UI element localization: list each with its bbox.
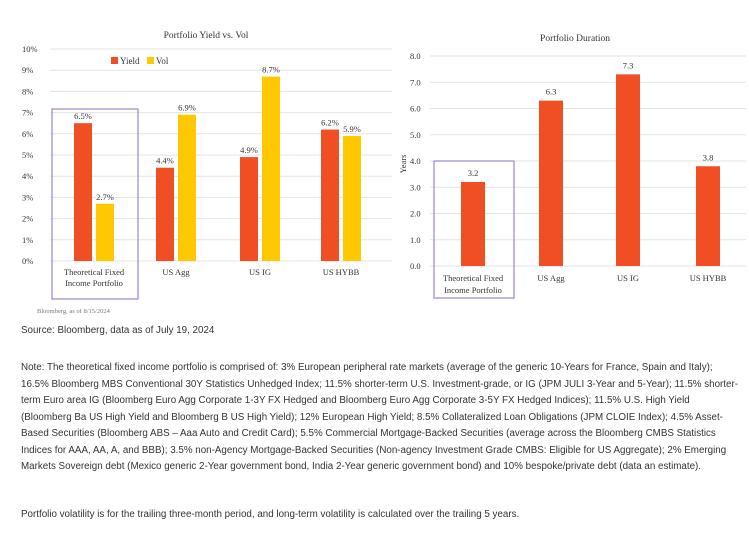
duration-bar — [539, 100, 563, 266]
note-text: Note: The theoretical fixed income portf… — [21, 362, 738, 472]
chart-title: Portfolio Duration — [540, 33, 610, 44]
y-tick-label: 4% — [22, 171, 33, 181]
bars — [461, 74, 720, 266]
bars — [74, 76, 361, 261]
x-category-label: US IG — [249, 267, 271, 277]
y-tick-label: 5.0 — [410, 130, 421, 140]
y-tick-label: 8.0 — [410, 51, 421, 61]
x-category-label: US HYBB — [690, 273, 727, 283]
y-tick-label: 9% — [22, 65, 33, 75]
y-tick-label: 3% — [22, 192, 33, 202]
y-axis-label: Years — [398, 155, 408, 174]
vol-value-label: 6.9% — [178, 103, 196, 113]
data-labels: 6.5% 2.7% 4.4% 6.9% 4.9% 8.7% 6.2% 5.9% — [74, 65, 361, 202]
vol-bar — [262, 76, 280, 261]
duration-value-label: 3.2 — [468, 168, 479, 178]
duration-value-label: 3.8 — [703, 152, 714, 162]
y-axis-ticks: 8.0 7.0 6.0 5.0 4.0 3.0 2.0 1.0 0.0 — [410, 51, 421, 271]
chart-title: Portfolio Yield vs. Vol — [164, 30, 249, 41]
y-tick-label: 7% — [22, 108, 33, 118]
yield-value-label: 6.2% — [321, 118, 339, 128]
vol-value-label: 2.7% — [96, 192, 114, 202]
y-tick-label: 4.0 — [410, 156, 421, 166]
yield-bar — [240, 157, 258, 261]
y-tick-label: 1.0 — [410, 235, 421, 245]
x-category-label: US Agg — [537, 273, 565, 283]
x-axis-labels: Theoretical Fixed Income Portfolio US Agg U… — [443, 273, 727, 295]
data-labels: 3.2 6.3 7.3 3.8 — [468, 60, 714, 178]
legend-label-yield: Yield — [120, 56, 140, 66]
x-category-label: Income Portfolio — [444, 285, 502, 295]
highlight-box — [433, 160, 515, 299]
duration-bar — [696, 166, 720, 266]
y-tick-label: 10% — [22, 44, 38, 54]
legend-label-vol: Vol — [156, 56, 169, 66]
x-category-label: Income Portfolio — [65, 278, 123, 288]
x-category-label: US IG — [617, 273, 639, 283]
yield-bar — [156, 167, 174, 261]
vol-value-label: 5.9% — [343, 124, 361, 134]
y-tick-label: 0% — [22, 256, 33, 266]
vol-bar — [178, 114, 196, 261]
yield-value-label: 6.5% — [74, 111, 92, 121]
x-category-label: Theoretical Fixed — [64, 267, 125, 277]
x-category-label: Theoretical Fixed — [443, 273, 504, 283]
x-category-label: US HYBB — [323, 267, 360, 277]
y-tick-label: 6% — [22, 129, 33, 139]
vol-bar — [343, 135, 361, 261]
y-tick-label: 7.0 — [410, 77, 421, 87]
highlight-box — [51, 108, 139, 300]
yield-bar — [321, 129, 339, 261]
duration-bar — [461, 182, 485, 266]
duration-value-label: 7.3 — [623, 60, 634, 70]
y-tick-label: 2% — [22, 214, 33, 224]
yield-value-label: 4.4% — [156, 156, 174, 166]
source-text: Source: Bloomberg, data as of July 19, 2… — [21, 325, 215, 336]
y-tick-label: 1% — [22, 235, 33, 245]
vol-bar — [96, 203, 114, 261]
chart-footnote: Bloomberg, as of 8/15/2024 — [37, 308, 111, 315]
legend-swatch-yield — [111, 57, 118, 64]
duration-value-label: 6.3 — [546, 87, 557, 97]
legend-swatch-vol — [147, 57, 154, 64]
duration-bar — [616, 74, 640, 266]
y-tick-label: 0.0 — [410, 261, 421, 271]
y-tick-label: 3.0 — [410, 182, 421, 192]
legend: Yield Vol — [111, 56, 169, 66]
yield-vol-chart: Portfolio Yield vs. Vol 10% 9% 8% 7% 6% 5% 4% 3… — [22, 30, 392, 315]
y-tick-label: 8% — [22, 86, 33, 96]
y-tick-label: 2.0 — [410, 209, 421, 219]
y-tick-label: 6.0 — [410, 104, 421, 114]
y-tick-label: 5% — [22, 150, 33, 160]
vol-value-label: 8.7% — [262, 65, 280, 75]
x-category-label: US Agg — [162, 267, 190, 277]
y-axis-ticks: 10% 9% 8% 7% 6% 5% 4% 3% 2% 1% 0% — [22, 44, 38, 266]
yield-value-label: 4.9% — [240, 145, 258, 155]
duration-chart: Portfolio Duration Years 8.0 7.0 6.0 5.0 4.0… — [398, 33, 746, 299]
volatility-note: Portfolio volatility is for the trailing… — [21, 509, 520, 520]
yield-bar — [74, 123, 92, 261]
